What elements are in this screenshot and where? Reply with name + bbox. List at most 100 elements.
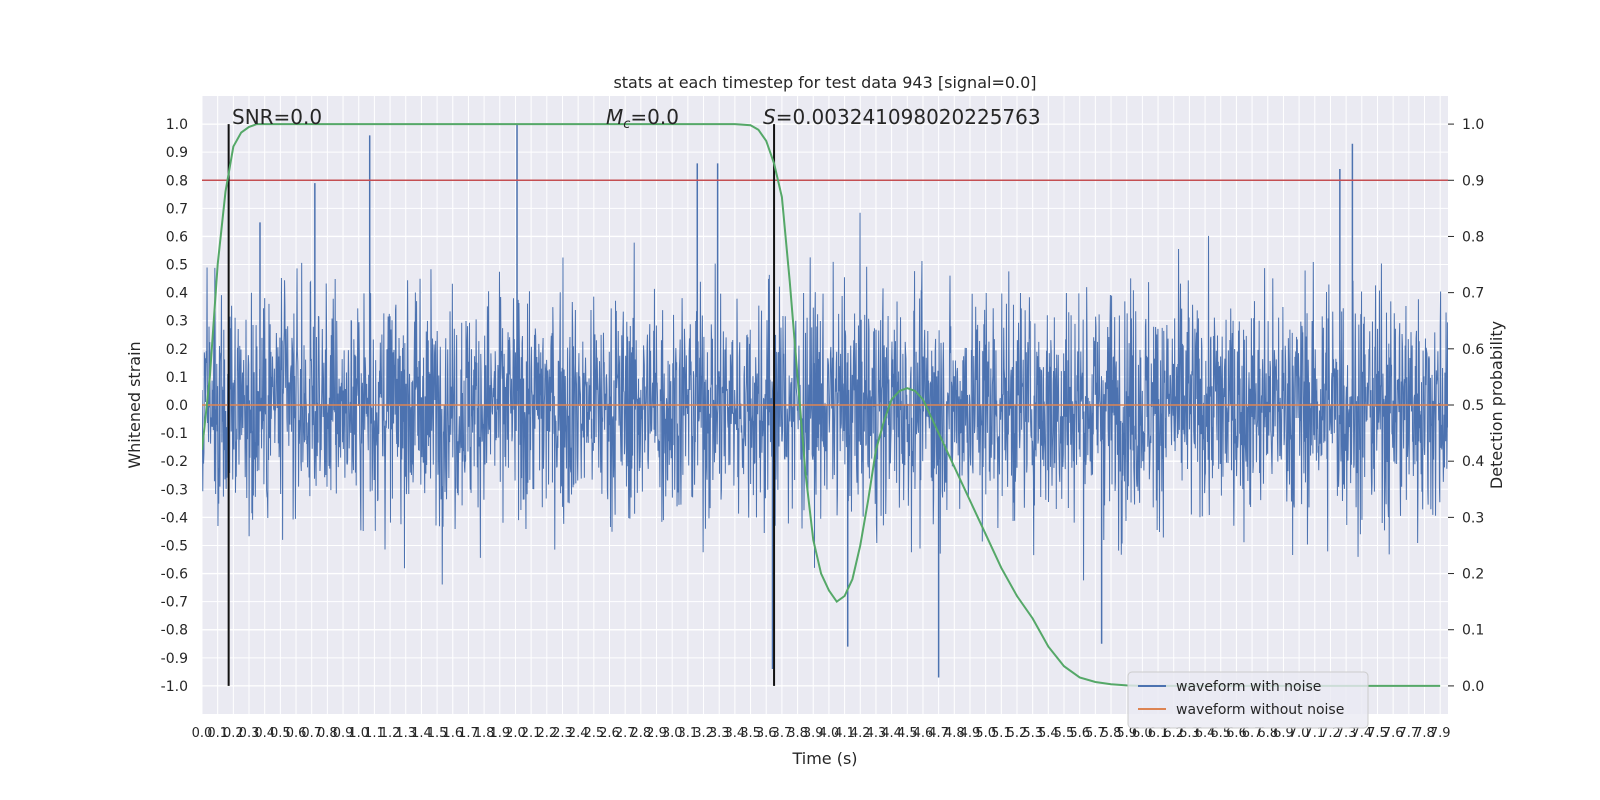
x-tick-23: 2.3: [552, 726, 573, 741]
plot-area: [202, 123, 1448, 687]
x-tick-44: 4.4: [881, 726, 902, 741]
y-tick-left-15: 0.5: [166, 258, 188, 274]
series-waveform-with-noise: [202, 212, 1448, 585]
x-tick-4: 0.4: [254, 726, 275, 741]
x-tick-66: 6.6: [1226, 726, 1247, 741]
x-tick-59: 5.9: [1116, 726, 1137, 741]
x-tick-21: 2.1: [521, 726, 542, 741]
x-tick-12: 1.2: [380, 726, 401, 741]
vertical-markers: [227, 124, 776, 686]
legend-label-waveform-with-noise: waveform with noise: [1176, 679, 1321, 695]
x-tick-11: 1.1: [364, 726, 385, 741]
annotation-s-symbol: S: [763, 105, 776, 129]
x-tick-51: 5.1: [991, 726, 1012, 741]
x-tick-1: 0.1: [207, 726, 228, 741]
y-tick-left-4: -0.6: [161, 567, 188, 583]
x-tick-40: 4.0: [819, 726, 840, 741]
x-tick-63: 6.3: [1179, 726, 1200, 741]
x-tick-57: 5.7: [1085, 726, 1106, 741]
annotation-s-value: =0.003241098020225763: [776, 105, 1041, 129]
x-tick-10: 1.0: [348, 726, 369, 741]
x-tick-32: 3.2: [693, 726, 714, 741]
x-tick-53: 5.3: [1022, 726, 1043, 741]
y-axis-right: 0.0 0.1 0.2 0.3 0.4 0.5 0.6 0.7 0.8 0.9 1.0: [1448, 117, 1484, 695]
y-tick-right-8: 0.8: [1462, 229, 1484, 245]
x-tick-60: 6.0: [1132, 726, 1153, 741]
y-tick-right-9: 0.9: [1462, 173, 1484, 189]
x-tick-36: 3.6: [756, 726, 777, 741]
x-tick-28: 2.8: [630, 726, 651, 741]
x-tick-71: 7.1: [1304, 726, 1325, 741]
y-axis-right-label: Detection probability: [1487, 321, 1506, 489]
y-tick-right-0: 0.0: [1462, 679, 1484, 695]
x-tick-0: 0.0: [192, 726, 213, 741]
x-tick-2: 0.2: [223, 726, 244, 741]
x-tick-72: 7.2: [1320, 726, 1341, 741]
x-tick-79: 7.9: [1430, 726, 1451, 741]
legend: waveform with noise waveform without noi…: [1127, 671, 1369, 729]
y-tick-left-6: -0.4: [161, 510, 188, 526]
x-tick-43: 4.3: [866, 726, 887, 741]
x-tick-18: 1.8: [474, 726, 495, 741]
x-tick-67: 6.7: [1242, 726, 1263, 741]
annotation-mc-value: =0.0: [630, 105, 679, 129]
y-tick-left-2: -0.8: [161, 623, 188, 639]
x-tick-19: 1.9: [489, 726, 510, 741]
x-tick-6: 0.6: [286, 726, 307, 741]
y-tick-right-10: 1.0: [1462, 117, 1484, 133]
x-tick-17: 1.7: [458, 726, 479, 741]
x-tick-26: 2.6: [599, 726, 620, 741]
x-tick-25: 2.5: [583, 726, 604, 741]
x-tick-76: 7.6: [1383, 726, 1404, 741]
x-tick-50: 5.0: [975, 726, 996, 741]
y-tick-left-14: 0.4: [166, 286, 188, 302]
x-tick-13: 1.3: [395, 726, 416, 741]
x-tick-31: 3.1: [678, 726, 699, 741]
x-tick-70: 7.0: [1289, 726, 1310, 741]
x-tick-16: 1.6: [442, 726, 463, 741]
x-tick-64: 6.4: [1195, 726, 1216, 741]
legend-label-waveform-without-noise: waveform without noise: [1176, 702, 1344, 718]
y-tick-left-17: 0.7: [166, 201, 188, 217]
x-tick-8: 0.8: [317, 726, 338, 741]
x-tick-73: 7.3: [1336, 726, 1357, 741]
y-tick-left-9: -0.1: [161, 426, 188, 442]
x-tick-24: 2.4: [568, 726, 589, 741]
x-tick-48: 4.8: [944, 726, 965, 741]
y-tick-left-5: -0.5: [161, 538, 188, 554]
x-tick-52: 5.2: [1007, 726, 1028, 741]
x-tick-46: 4.6: [913, 726, 934, 741]
x-tick-38: 3.8: [787, 726, 808, 741]
x-tick-74: 7.4: [1351, 726, 1372, 741]
x-tick-7: 0.7: [301, 726, 322, 741]
x-tick-65: 6.5: [1210, 726, 1231, 741]
y-tick-left-13: 0.3: [166, 314, 188, 330]
y-tick-right-2: 0.2: [1462, 567, 1484, 583]
chart-title: stats at each timestep for test data 943…: [613, 73, 1036, 92]
y-tick-right-4: 0.4: [1462, 454, 1484, 470]
y-tick-left-8: -0.2: [161, 454, 188, 470]
x-tick-9: 0.9: [333, 726, 354, 741]
x-tick-77: 7.7: [1398, 726, 1419, 741]
y-tick-right-7: 0.7: [1462, 286, 1484, 302]
x-tick-62: 6.2: [1163, 726, 1184, 741]
x-tick-37: 3.7: [772, 726, 793, 741]
x-tick-20: 2.0: [505, 726, 526, 741]
y-tick-left-11: 0.1: [166, 370, 188, 386]
x-tick-41: 4.1: [834, 726, 855, 741]
x-tick-45: 4.5: [897, 726, 918, 741]
annotation-s: S=0.003241098020225763: [763, 105, 1041, 129]
annotation-mc-symbol: M: [606, 105, 623, 129]
y-tick-left-18: 0.8: [166, 173, 188, 189]
x-tick-35: 3.5: [740, 726, 761, 741]
series-detection-probability: [202, 123, 1441, 687]
x-tick-5: 0.5: [270, 726, 291, 741]
x-tick-30: 3.0: [662, 726, 683, 741]
y-tick-left-3: -0.7: [161, 595, 188, 611]
legend-box: [1127, 671, 1369, 729]
y-tick-right-5: 0.5: [1462, 398, 1484, 414]
y-tick-left-12: 0.2: [166, 342, 188, 358]
x-tick-29: 2.9: [646, 726, 667, 741]
x-tick-61: 6.1: [1148, 726, 1169, 741]
